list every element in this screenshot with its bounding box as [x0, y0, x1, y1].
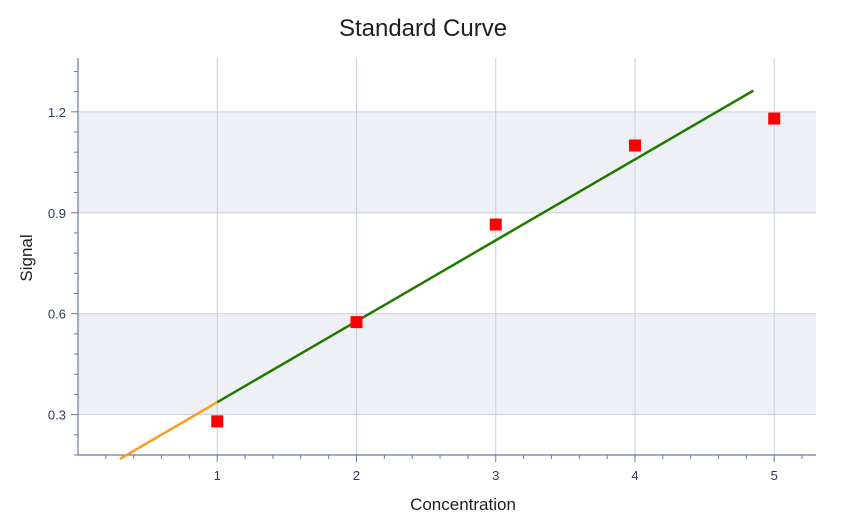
plot-band — [78, 313, 816, 415]
data-point — [489, 218, 502, 231]
plot-band — [78, 111, 816, 213]
y-tick-label: 0.3 — [48, 408, 66, 423]
x-tick-label: 4 — [631, 468, 638, 483]
x-axis-label: Concentration — [410, 495, 516, 514]
grid-lines — [78, 58, 816, 455]
y-tick-labels: 0.3 0.6 0.9 1.2 — [48, 105, 66, 423]
y-tick-label: 1.2 — [48, 105, 66, 120]
x-tick-label: 2 — [353, 468, 360, 483]
data-point — [768, 112, 781, 125]
axes — [71, 58, 816, 462]
data-points — [211, 112, 781, 428]
data-point — [350, 316, 363, 329]
extrapolation-line — [119, 401, 218, 461]
chart-title: Standard Curve — [339, 15, 507, 42]
y-axis-label: Signal — [17, 234, 36, 281]
y-tick-label: 0.6 — [48, 307, 66, 322]
x-tick-label: 3 — [492, 468, 499, 483]
fit-lines — [119, 89, 754, 461]
y-tick-label: 0.9 — [48, 206, 66, 221]
x-tick-label: 1 — [214, 468, 221, 483]
data-point — [211, 415, 224, 428]
x-tick-label: 5 — [771, 468, 778, 483]
fit-line — [216, 89, 754, 404]
data-point — [628, 139, 641, 152]
x-tick-labels: 1 2 3 4 5 — [214, 468, 778, 483]
plot-bands — [78, 111, 816, 415]
